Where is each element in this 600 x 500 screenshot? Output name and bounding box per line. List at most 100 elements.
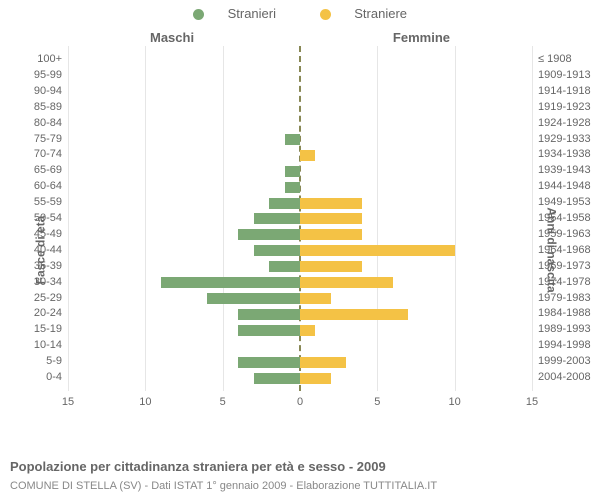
age-label: 70-74 — [34, 147, 68, 163]
bar-male — [285, 166, 300, 177]
birth-year-label: 1959-1963 — [532, 227, 591, 243]
age-label: 40-44 — [34, 243, 68, 259]
pyramid-row: 55-591949-1953 — [68, 195, 532, 211]
bar-male — [238, 325, 300, 336]
birth-year-label: 1999-2003 — [532, 354, 591, 370]
birth-year-label: 1914-1918 — [532, 84, 591, 100]
birth-year-label: 1944-1948 — [532, 179, 591, 195]
legend-label-female: Straniere — [354, 6, 407, 21]
pyramid-row: 60-641944-1948 — [68, 179, 532, 195]
pyramid-row: 25-291979-1983 — [68, 291, 532, 307]
age-label: 15-19 — [34, 322, 68, 338]
bar-male — [254, 245, 300, 256]
bar-male — [238, 309, 300, 320]
birth-year-label: 1984-1988 — [532, 306, 591, 322]
birth-year-label: 2004-2008 — [532, 370, 591, 386]
bar-male — [207, 293, 300, 304]
pyramid-row: 90-941914-1918 — [68, 84, 532, 100]
pyramid-row: 35-391969-1973 — [68, 259, 532, 275]
legend-swatch-male — [193, 9, 204, 20]
x-tick-label: 15 — [526, 396, 538, 408]
pyramid-row: 100+≤ 1908 — [68, 52, 532, 68]
pyramid-row: 65-691939-1943 — [68, 163, 532, 179]
chart-container: Stranieri Straniere Maschi Femmine Fasce… — [0, 0, 600, 500]
x-tick-label: 10 — [449, 396, 461, 408]
birth-year-label: 1994-1998 — [532, 338, 591, 354]
age-label: 10-14 — [34, 338, 68, 354]
bar-male — [285, 134, 300, 145]
chart-source: COMUNE DI STELLA (SV) - Dati ISTAT 1° ge… — [10, 480, 437, 492]
birth-year-label: 1989-1993 — [532, 322, 591, 338]
pyramid-row: 5-91999-2003 — [68, 354, 532, 370]
birth-year-label: 1954-1958 — [532, 211, 591, 227]
bar-female — [300, 277, 393, 288]
bar-female — [300, 293, 331, 304]
pyramid-row: 50-541954-1958 — [68, 211, 532, 227]
age-label: 45-49 — [34, 227, 68, 243]
bar-female — [300, 229, 362, 240]
bar-male — [238, 357, 300, 368]
age-label: 55-59 — [34, 195, 68, 211]
age-label: 5-9 — [46, 354, 68, 370]
bar-male — [254, 213, 300, 224]
bar-male — [285, 182, 300, 193]
bar-female — [300, 373, 331, 384]
bar-female — [300, 245, 455, 256]
age-label: 75-79 — [34, 132, 68, 148]
pyramid-row: 45-491959-1963 — [68, 227, 532, 243]
bar-female — [300, 150, 315, 161]
birth-year-label: ≤ 1908 — [532, 52, 572, 68]
bar-male — [269, 198, 300, 209]
birth-year-label: 1939-1943 — [532, 163, 591, 179]
birth-year-label: 1934-1938 — [532, 147, 591, 163]
birth-year-label: 1974-1978 — [532, 275, 591, 291]
birth-year-label: 1964-1968 — [532, 243, 591, 259]
pyramid-row: 0-42004-2008 — [68, 370, 532, 386]
x-tick-label: 5 — [220, 396, 226, 408]
plot-area: 15105051015100+≤ 190895-991909-191390-94… — [68, 46, 532, 426]
x-tick-label: 0 — [297, 396, 303, 408]
pyramid-row: 15-191989-1993 — [68, 322, 532, 338]
pyramid-row: 70-741934-1938 — [68, 147, 532, 163]
age-label: 35-39 — [34, 259, 68, 275]
legend-swatch-female — [320, 9, 331, 20]
age-label: 60-64 — [34, 179, 68, 195]
age-label: 0-4 — [46, 370, 68, 386]
pyramid-row: 80-841924-1928 — [68, 116, 532, 132]
x-tick-label: 15 — [62, 396, 74, 408]
legend-label-male: Stranieri — [228, 6, 276, 21]
bar-female — [300, 325, 315, 336]
bar-male — [254, 373, 300, 384]
legend: Stranieri Straniere — [0, 6, 600, 21]
x-tick-label: 10 — [139, 396, 151, 408]
age-label: 50-54 — [34, 211, 68, 227]
age-label: 90-94 — [34, 84, 68, 100]
pyramid-row: 40-441964-1968 — [68, 243, 532, 259]
legend-item-male: Stranieri — [183, 6, 290, 21]
pyramid-row: 20-241984-1988 — [68, 306, 532, 322]
birth-year-label: 1924-1928 — [532, 116, 591, 132]
age-label: 25-29 — [34, 291, 68, 307]
pyramid-row: 30-341974-1978 — [68, 275, 532, 291]
birth-year-label: 1929-1933 — [532, 132, 591, 148]
bar-male — [269, 261, 300, 272]
birth-year-label: 1949-1953 — [532, 195, 591, 211]
pyramid-row: 75-791929-1933 — [68, 132, 532, 148]
subheader-female: Femmine — [393, 30, 450, 45]
bar-female — [300, 357, 346, 368]
age-label: 20-24 — [34, 306, 68, 322]
birth-year-label: 1919-1923 — [532, 100, 591, 116]
bar-female — [300, 309, 408, 320]
bar-male — [238, 229, 300, 240]
subheader-male: Maschi — [150, 30, 194, 45]
pyramid-row: 10-141994-1998 — [68, 338, 532, 354]
bar-female — [300, 261, 362, 272]
age-label: 30-34 — [34, 275, 68, 291]
age-label: 95-99 — [34, 68, 68, 84]
age-label: 85-89 — [34, 100, 68, 116]
age-label: 80-84 — [34, 116, 68, 132]
birth-year-label: 1909-1913 — [532, 68, 591, 84]
birth-year-label: 1969-1973 — [532, 259, 591, 275]
chart-title: Popolazione per cittadinanza straniera p… — [10, 459, 386, 474]
bar-male — [161, 277, 300, 288]
